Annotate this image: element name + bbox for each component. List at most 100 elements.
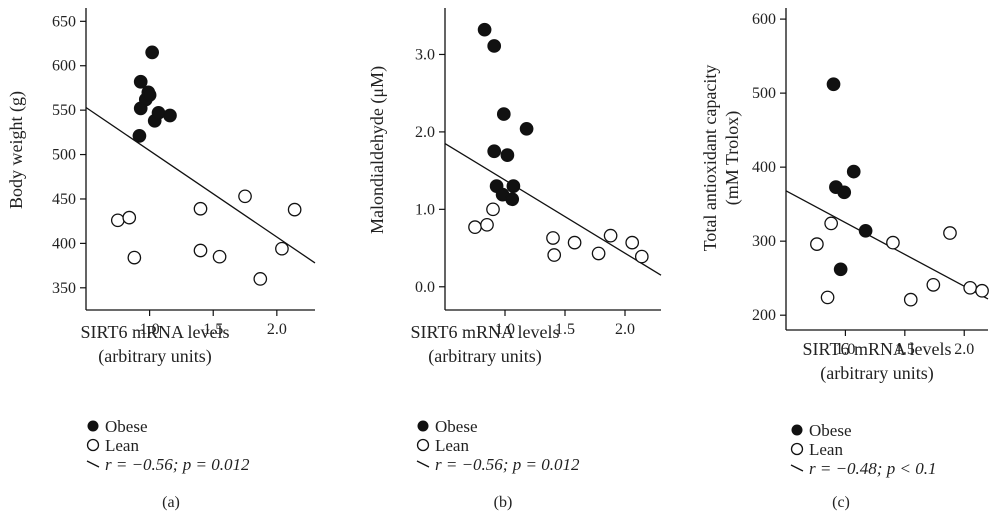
x-tick-label: 1.5	[895, 341, 915, 358]
x-tick-label: 1.5	[203, 321, 223, 338]
x-axis-title: SIRT6 mRNA levels	[81, 322, 230, 342]
legend-line-label: r = −0.56; p = 0.012	[435, 455, 580, 474]
plot-area: 350 400 450 500 550 600 650 1.0 1.5 2.0	[52, 8, 316, 338]
x-tick-label: 1.0	[495, 321, 515, 338]
panel-label: (b)	[494, 494, 513, 511]
y-tick-label: 400	[752, 159, 776, 176]
obese-point	[487, 39, 502, 53]
y-tick-label: 500	[52, 147, 76, 164]
legend-line-marker	[416, 460, 430, 468]
lean-point	[591, 246, 606, 261]
legend-obese-marker	[87, 420, 99, 432]
lean-point	[193, 243, 208, 258]
regression-line	[85, 106, 316, 264]
obese-point	[505, 192, 520, 207]
y-tick-label: 3.0	[415, 46, 435, 63]
legend-line-label: r = −0.56; p = 0.012	[105, 455, 250, 474]
lean-point	[253, 272, 268, 286]
y-tick-label: 350	[52, 280, 76, 297]
obese-point	[519, 121, 534, 136]
plot-area: 0.0 1.0 2.0 3.0 1.0 1.5 2.0	[415, 8, 662, 338]
lean-point	[122, 210, 137, 225]
legend-line-label: r = −0.48; p < 0.1	[809, 459, 936, 478]
legend-lean-label: Lean	[105, 436, 139, 455]
lean-point	[193, 201, 208, 216]
lean-point	[275, 241, 289, 256]
y-axis-title: Body weight (g)	[6, 91, 27, 209]
panel-label: (a)	[162, 494, 180, 511]
legend-lean-label: Lean	[435, 436, 469, 455]
x-axis-title-units: (arbitrary units)	[820, 363, 933, 384]
obese-point	[858, 223, 873, 238]
x-tick-label: 2.0	[954, 341, 974, 358]
x-axis-title-units: (arbitrary units)	[428, 346, 541, 367]
lean-point	[634, 249, 649, 264]
legend-obese-label: Obese	[809, 421, 851, 440]
lean-point	[546, 231, 560, 245]
obese-point	[500, 148, 515, 162]
panel-a: 350 400 450 500 550 600 650 1.0 1.5 2.0 Body weig…	[6, 8, 316, 511]
y-tick-label: 600	[752, 11, 776, 28]
y-tick-label: 0.0	[415, 279, 435, 296]
lean-point	[824, 216, 839, 231]
legend: Obese Lean r = −0.56; p = 0.012	[86, 417, 250, 474]
lean-point	[287, 202, 302, 217]
x-axis-title: SIRT6 mRNA levels	[411, 322, 560, 342]
lean-point	[110, 213, 125, 228]
obese-point	[477, 22, 492, 37]
legend-lean-label: Lean	[809, 440, 843, 459]
plot-area: 200 300 400 500 600 1.0 1.5 2.0	[752, 8, 989, 358]
x-tick-label: 1.5	[555, 321, 575, 338]
lean-point	[468, 220, 482, 234]
legend-lean-marker	[86, 438, 100, 452]
obese-point	[145, 45, 160, 60]
obese-point	[142, 88, 157, 102]
legend: Obese Lean r = −0.56; p = 0.012	[416, 417, 580, 474]
x-tick-label: 1.0	[140, 321, 160, 338]
lean-point	[480, 217, 494, 232]
obese-point	[496, 107, 511, 121]
legend-obese-label: Obese	[435, 417, 477, 436]
obese-point	[826, 77, 841, 92]
obese-point	[846, 164, 861, 179]
y-tick-label: 400	[52, 235, 76, 252]
obese-point	[837, 185, 852, 200]
lean-point	[926, 277, 941, 292]
legend-lean-marker	[416, 438, 430, 452]
y-tick-label: 300	[752, 233, 776, 250]
obese-point	[487, 144, 502, 159]
y-axis-title: Malondialdehyde (μM)	[367, 66, 388, 234]
legend: Obese Lean r = −0.48; p < 0.1	[790, 421, 936, 478]
panel-label: (c)	[832, 494, 850, 511]
y-axis-title-units: (mM Trolox)	[722, 111, 743, 206]
y-tick-label: 450	[52, 191, 76, 208]
obese-point	[133, 74, 148, 89]
lean-point	[943, 226, 957, 240]
legend-line-marker	[790, 464, 804, 472]
lean-point	[486, 202, 500, 217]
panel-b: 0.0 1.0 2.0 3.0 1.0 1.5 2.0 Malondialdehyde (μ…	[367, 8, 662, 511]
y-tick-label: 2.0	[415, 124, 435, 141]
y-tick-label: 200	[752, 307, 776, 324]
lean-point	[820, 290, 835, 305]
lean-point	[975, 283, 989, 298]
x-tick-label: 1.0	[835, 341, 855, 358]
obese-point	[506, 179, 521, 193]
lean-point	[625, 235, 640, 250]
lean-point	[886, 235, 900, 250]
obese-point	[132, 129, 147, 143]
y-tick-label: 1.0	[415, 201, 435, 218]
legend-line-marker	[86, 460, 100, 468]
regression-line	[444, 142, 662, 276]
y-axis-title: Total antioxidant capacity	[700, 65, 720, 252]
lean-point	[238, 189, 252, 204]
lean-point	[547, 248, 562, 262]
lean-point	[567, 235, 582, 250]
lean-point	[963, 280, 978, 295]
x-axis-title: SIRT6 mRNA levels	[803, 339, 952, 359]
lean-point	[810, 237, 824, 251]
y-tick-label: 550	[52, 102, 76, 119]
lean-point	[212, 249, 227, 264]
x-axis-title-units: (arbitrary units)	[98, 346, 211, 367]
